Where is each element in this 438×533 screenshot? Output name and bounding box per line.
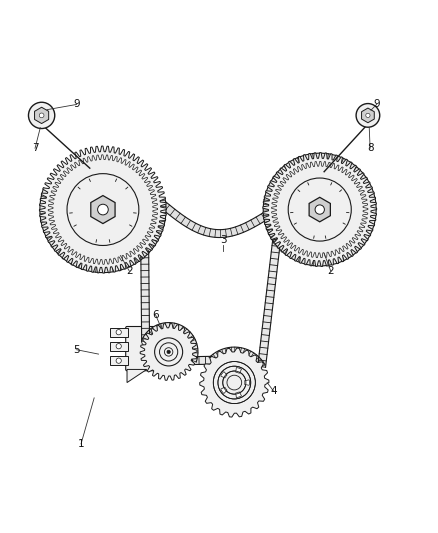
Bar (110, 342, 128, 351)
Circle shape (286, 176, 353, 243)
Polygon shape (236, 392, 241, 398)
Polygon shape (89, 176, 117, 181)
Circle shape (356, 103, 380, 127)
Polygon shape (142, 199, 166, 254)
Text: 8: 8 (367, 143, 374, 154)
Circle shape (39, 113, 44, 118)
Text: 9: 9 (373, 100, 380, 109)
Polygon shape (340, 190, 349, 213)
Text: 7: 7 (32, 143, 39, 154)
Text: 6: 6 (152, 310, 159, 320)
Polygon shape (35, 107, 49, 124)
Polygon shape (209, 347, 265, 369)
Polygon shape (110, 225, 132, 242)
Polygon shape (245, 380, 250, 385)
Circle shape (116, 358, 121, 364)
Polygon shape (127, 369, 147, 383)
Circle shape (141, 336, 152, 346)
Polygon shape (264, 153, 376, 266)
Polygon shape (362, 108, 374, 123)
Polygon shape (308, 180, 332, 185)
Circle shape (65, 172, 141, 247)
Polygon shape (258, 239, 281, 367)
Polygon shape (159, 200, 269, 238)
Polygon shape (272, 161, 368, 258)
Text: 5: 5 (73, 345, 80, 355)
Bar (110, 328, 128, 336)
Polygon shape (91, 196, 115, 223)
Circle shape (366, 113, 370, 117)
Polygon shape (236, 368, 241, 373)
Circle shape (315, 205, 325, 214)
Circle shape (116, 344, 121, 349)
Polygon shape (142, 322, 198, 362)
Polygon shape (39, 146, 166, 273)
Text: 2: 2 (327, 266, 334, 276)
Text: 2: 2 (126, 266, 133, 276)
Polygon shape (294, 223, 314, 238)
Circle shape (68, 175, 138, 245)
Polygon shape (263, 200, 280, 242)
Polygon shape (126, 187, 136, 213)
Circle shape (167, 350, 170, 353)
Circle shape (28, 102, 55, 128)
Polygon shape (263, 152, 377, 266)
Text: 4: 4 (270, 386, 277, 397)
Polygon shape (192, 357, 212, 365)
Polygon shape (290, 190, 300, 213)
Polygon shape (221, 387, 227, 393)
Circle shape (98, 204, 108, 215)
Bar (151, 339, 159, 352)
Bar (110, 356, 128, 365)
Text: 3: 3 (220, 235, 227, 245)
Polygon shape (200, 348, 269, 417)
Polygon shape (325, 223, 345, 238)
Circle shape (213, 361, 255, 403)
Polygon shape (140, 324, 197, 381)
Polygon shape (141, 252, 149, 341)
Polygon shape (221, 372, 227, 378)
Polygon shape (48, 155, 158, 264)
Polygon shape (74, 225, 96, 242)
Polygon shape (309, 197, 330, 222)
Polygon shape (40, 188, 148, 272)
Circle shape (289, 179, 350, 240)
Text: 1: 1 (78, 439, 85, 449)
Text: 9: 9 (73, 100, 80, 109)
FancyBboxPatch shape (126, 327, 155, 371)
Polygon shape (70, 187, 80, 213)
Circle shape (116, 329, 121, 335)
